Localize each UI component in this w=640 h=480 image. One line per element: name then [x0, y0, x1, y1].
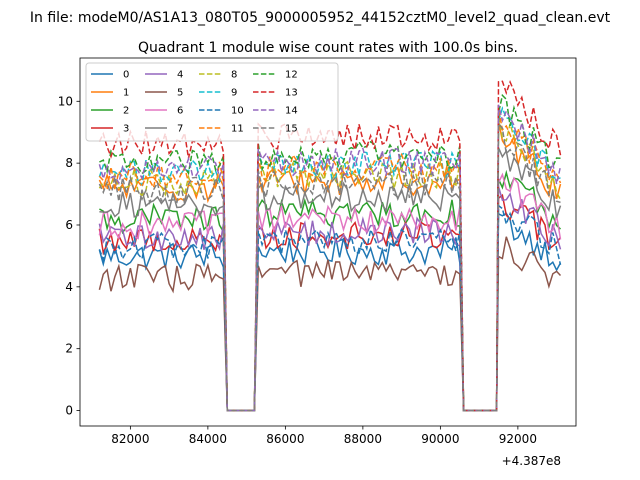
- legend-label-4: 4: [177, 70, 183, 81]
- x-tick-label: 82000: [111, 432, 149, 446]
- series-lines: [98, 79, 562, 412]
- series-line-15: [98, 121, 561, 412]
- legend-label-10: 10: [231, 106, 244, 117]
- x-axis: 82000 84000 86000 88000 90000 92000: [111, 426, 537, 446]
- figure-suptitle: In file: modeM0/AS1A13_080T05_9000005952…: [30, 10, 611, 26]
- legend-label-5: 5: [177, 88, 183, 99]
- series-line-3: [98, 193, 562, 412]
- legend-label-1: 1: [123, 88, 129, 99]
- y-axis: 0 2 4 6 8 10: [58, 94, 80, 418]
- x-tick-label: 84000: [189, 432, 227, 446]
- y-tick-label: 0: [65, 404, 73, 418]
- x-tick-label: 88000: [344, 432, 382, 446]
- legend-label-14: 14: [285, 106, 298, 117]
- y-tick-label: 2: [65, 342, 73, 356]
- x-tick-label: 90000: [421, 432, 459, 446]
- axes-frame: [79, 57, 577, 427]
- legend-label-6: 6: [177, 106, 183, 117]
- x-offset-label: +4.387e8: [502, 454, 561, 468]
- x-tick-label: 86000: [266, 432, 304, 446]
- legend-label-13: 13: [285, 88, 298, 99]
- legend-label-8: 8: [231, 70, 237, 81]
- legend-label-12: 12: [285, 70, 298, 81]
- legend-label-3: 3: [123, 124, 129, 135]
- series-line-14: [98, 104, 562, 412]
- series-line-11: [98, 108, 562, 412]
- y-tick-label: 6: [65, 218, 73, 232]
- legend-box: [85, 62, 339, 142]
- legend-label-7: 7: [177, 124, 183, 135]
- legend-label-2: 2: [123, 106, 129, 117]
- plot-area: [79, 57, 577, 427]
- legend-label-9: 9: [231, 88, 237, 99]
- chart-title: Quadrant 1 module wise count rates with …: [138, 40, 518, 56]
- series-line-10: [98, 204, 562, 412]
- legend-label-11: 11: [231, 124, 244, 135]
- x-tick-label: 92000: [499, 432, 537, 446]
- series-line-5: [98, 236, 562, 412]
- legend-label-15: 15: [285, 124, 298, 135]
- y-tick-label: 8: [65, 156, 73, 170]
- legend-label-0: 0: [123, 70, 129, 81]
- y-tick-label: 4: [65, 280, 73, 294]
- y-tick-label: 10: [58, 94, 73, 108]
